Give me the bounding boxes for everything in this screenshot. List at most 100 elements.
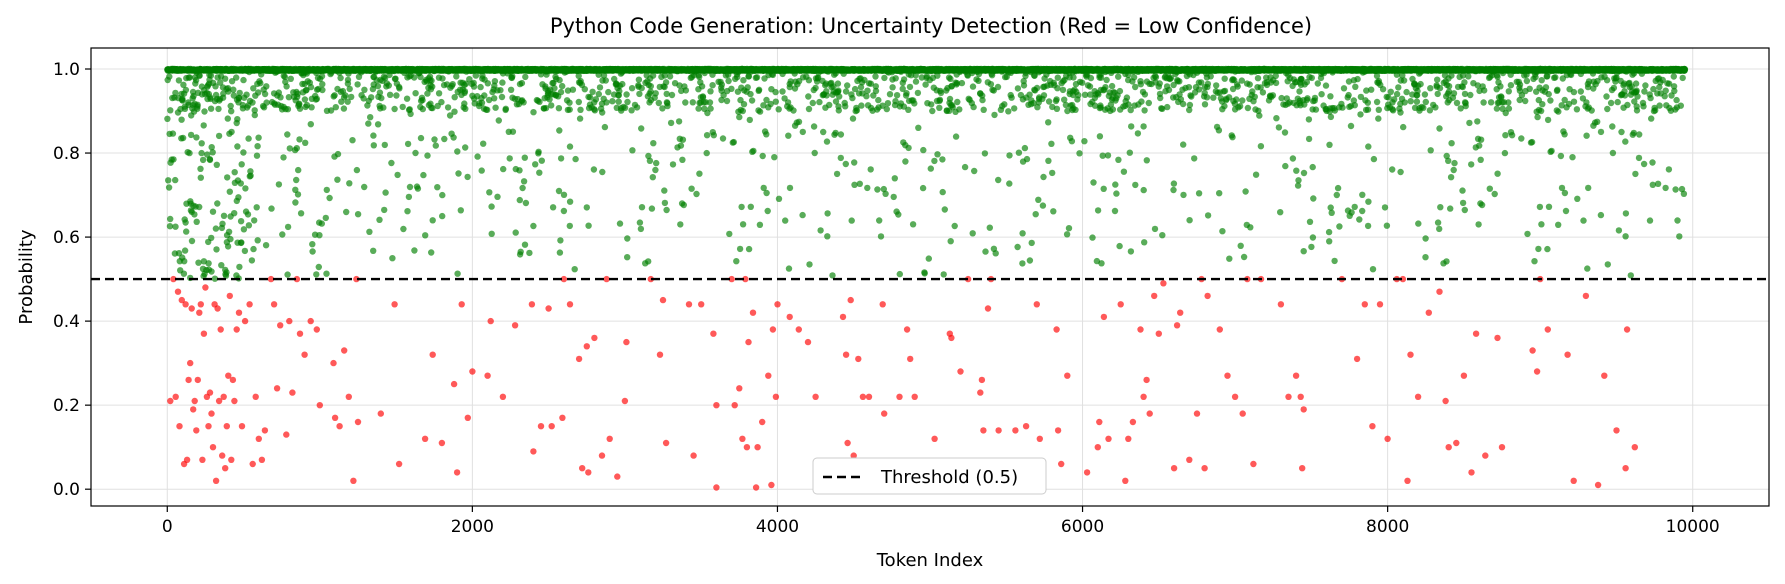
high-confidence-point	[900, 76, 908, 83]
high-confidence-point	[166, 223, 174, 230]
high-confidence-point	[307, 121, 314, 128]
high-confidence-point	[557, 155, 565, 162]
high-confidence-point	[586, 94, 594, 101]
high-confidence-point	[494, 193, 501, 200]
high-confidence-point	[835, 107, 842, 114]
high-confidence-point	[693, 190, 700, 198]
high-confidence-point	[260, 104, 268, 111]
high-confidence-point	[464, 173, 471, 181]
high-confidence-point	[439, 75, 446, 82]
high-confidence-point	[297, 210, 305, 217]
high-confidence-point	[172, 89, 179, 97]
high-confidence-point	[891, 175, 898, 182]
high-confidence-point	[824, 210, 831, 217]
high-confidence-point	[212, 83, 219, 90]
high-confidence-point	[653, 159, 660, 167]
high-confidence-point	[577, 106, 584, 114]
high-confidence-point	[226, 188, 233, 195]
high-confidence-point	[236, 263, 243, 271]
high-confidence-point	[340, 105, 348, 112]
high-confidence-point	[812, 84, 819, 92]
high-confidence-point	[238, 161, 245, 168]
high-confidence-point	[636, 219, 644, 226]
high-confidence-point	[255, 134, 262, 141]
high-confidence-point	[696, 73, 703, 81]
high-confidence-point	[492, 104, 499, 111]
high-confidence-point	[635, 76, 643, 83]
high-confidence-point	[365, 120, 372, 127]
high-confidence-point	[662, 79, 670, 86]
high-confidence-point	[261, 90, 269, 98]
high-confidence-point	[235, 194, 242, 201]
high-confidence-point	[500, 165, 507, 173]
high-confidence-point	[909, 221, 917, 228]
high-confidence-point	[280, 154, 287, 161]
high-confidence-point	[322, 214, 329, 222]
high-confidence-point	[323, 186, 330, 194]
high-confidence-point	[327, 107, 335, 114]
high-confidence-point	[308, 104, 315, 111]
high-confidence-point	[619, 80, 626, 88]
high-confidence-point	[219, 220, 226, 227]
high-confidence-point	[225, 228, 233, 235]
high-confidence-point	[507, 86, 515, 94]
high-confidence-point	[319, 86, 326, 94]
high-confidence-point	[186, 149, 193, 157]
high-confidence-point	[603, 99, 610, 106]
high-confidence-point	[872, 87, 880, 95]
high-confidence-point	[332, 104, 339, 111]
high-confidence-point	[621, 104, 629, 112]
high-confidence-point	[810, 123, 818, 130]
high-confidence-point	[315, 263, 322, 271]
high-confidence-point	[853, 107, 861, 114]
high-confidence-point	[293, 176, 300, 184]
high-confidence-point	[251, 107, 258, 114]
high-confidence-point	[877, 233, 885, 240]
high-confidence-point	[200, 122, 207, 129]
high-confidence-point	[353, 166, 361, 174]
high-confidence-point	[462, 144, 469, 151]
high-confidence-point	[172, 176, 179, 184]
high-confidence-point	[842, 103, 849, 110]
high-confidence-point	[876, 217, 883, 224]
high-confidence-point	[637, 225, 645, 233]
high-confidence-point	[206, 156, 214, 164]
high-confidence-point	[652, 90, 659, 97]
high-confidence-point	[389, 255, 396, 262]
high-confidence-point	[172, 223, 179, 230]
high-confidence-point	[293, 145, 300, 152]
high-confidence-point	[470, 83, 478, 90]
high-confidence-point	[214, 200, 221, 207]
high-confidence-point	[167, 215, 174, 223]
high-confidence-point	[164, 115, 171, 123]
high-confidence-point	[461, 88, 469, 95]
high-confidence-point	[208, 268, 215, 275]
high-confidence-point	[615, 98, 622, 105]
high-confidence-point	[227, 102, 234, 110]
high-confidence-point	[349, 137, 356, 144]
high-confidence-point	[556, 127, 563, 134]
high-confidence-point	[566, 99, 573, 106]
high-confidence-point	[451, 94, 458, 101]
high-confidence-point	[740, 101, 748, 108]
high-confidence-point	[208, 144, 215, 151]
high-confidence-point	[254, 237, 261, 244]
high-confidence-point	[805, 105, 813, 113]
high-confidence-point	[207, 72, 215, 79]
high-confidence-point	[435, 90, 443, 97]
high-confidence-point	[548, 102, 555, 109]
high-confidence-point	[730, 138, 737, 146]
high-confidence-point	[236, 89, 243, 97]
high-confidence-point	[748, 97, 756, 104]
high-confidence-point	[763, 189, 770, 197]
high-confidence-point	[182, 86, 190, 94]
high-confidence-point	[302, 139, 309, 146]
high-confidence-point	[849, 94, 856, 102]
high-confidence-point	[285, 94, 293, 101]
high-confidence-point	[412, 149, 419, 157]
high-confidence-point	[451, 108, 458, 115]
high-confidence-point	[509, 128, 517, 135]
high-confidence-point	[284, 131, 291, 138]
high-confidence-point	[368, 94, 375, 101]
high-confidence-point	[238, 239, 245, 246]
